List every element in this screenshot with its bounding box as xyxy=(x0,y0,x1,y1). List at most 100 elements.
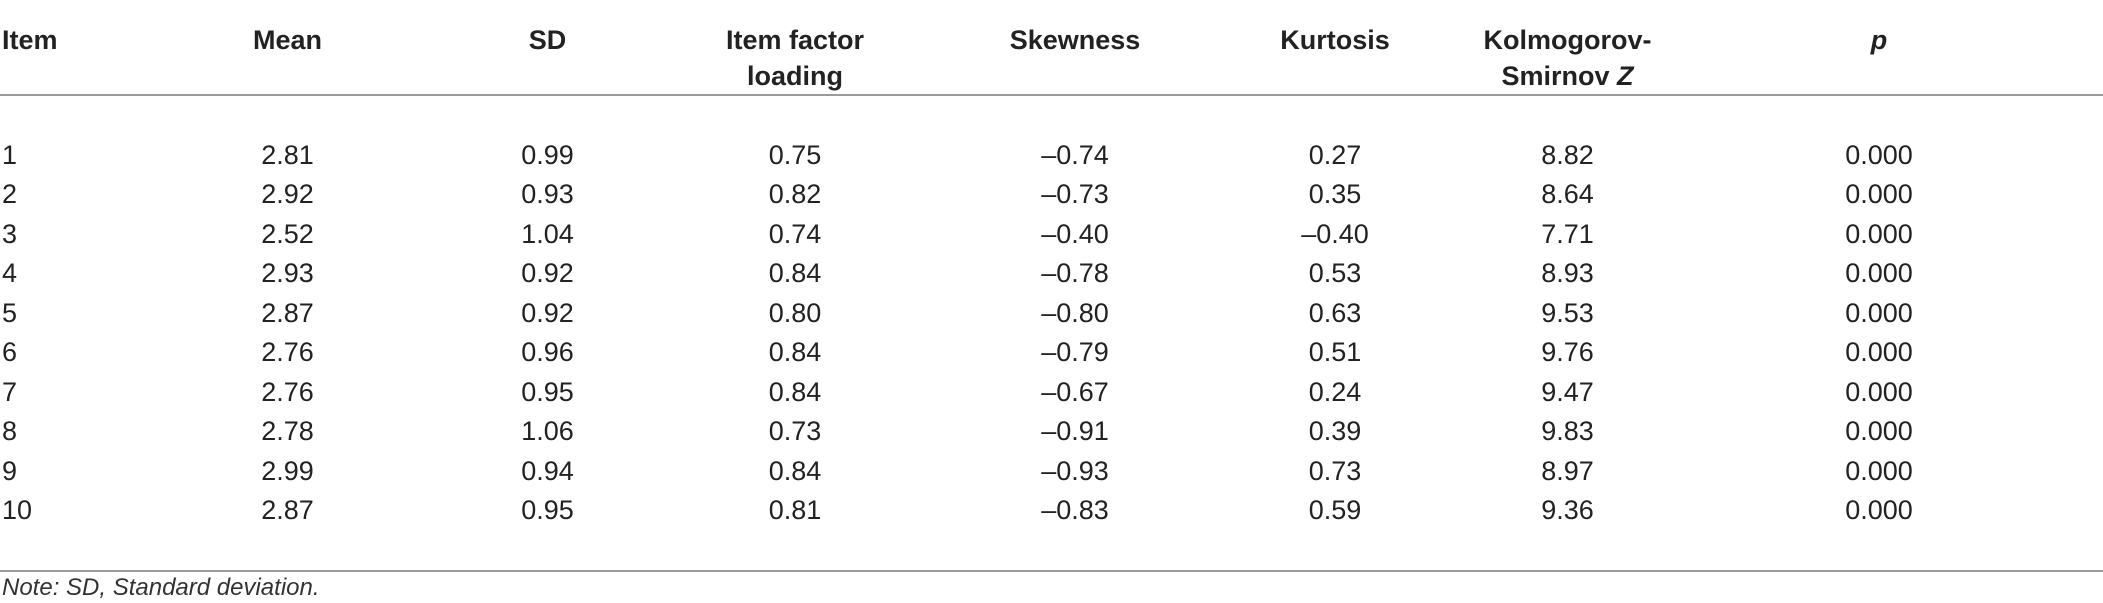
spacer-row xyxy=(0,95,2103,136)
spacer-row xyxy=(0,531,2103,572)
table-row: 9 2.99 0.94 0.84 –0.93 0.73 8.97 0.000 xyxy=(0,452,2103,492)
table-row: 4 2.93 0.92 0.84 –0.78 0.53 8.93 0.000 xyxy=(0,254,2103,294)
cell-mean: 2.99 xyxy=(261,455,314,486)
table-row: 6 2.76 0.96 0.84 –0.79 0.51 9.76 0.000 xyxy=(0,333,2103,373)
table-row: 2 2.92 0.93 0.82 –0.73 0.35 8.64 0.000 xyxy=(0,175,2103,215)
table-row: 7 2.76 0.95 0.84 –0.67 0.24 9.47 0.000 xyxy=(0,373,2103,413)
cell-p: 0.000 xyxy=(1845,179,1913,209)
cell-kurtosis: 0.39 xyxy=(1308,416,1362,446)
cell-sd: 0.93 xyxy=(521,179,574,209)
cell-loading: 0.84 xyxy=(768,455,822,486)
cell-kurtosis: 0.24 xyxy=(1308,376,1362,407)
cell-kurtosis: 0.27 xyxy=(1308,139,1362,170)
cell-loading: 0.75 xyxy=(768,139,822,170)
cell-loading: 0.81 xyxy=(768,495,822,525)
cell-skewness: –0.40 xyxy=(1041,218,1109,249)
cell-p: 0.000 xyxy=(1845,337,1913,367)
cell-ks: 9.76 xyxy=(1541,337,1594,367)
cell-skewness: –0.67 xyxy=(1041,376,1109,407)
table-row: 1 2.81 0.99 0.75 –0.74 0.27 8.82 0.000 xyxy=(0,136,2103,176)
header-ks-line1: Kolmogorov- xyxy=(1483,25,1652,55)
cell-p: 0.000 xyxy=(1845,416,1913,446)
cell-loading: 0.73 xyxy=(768,416,822,446)
table-row: 10 2.87 0.95 0.81 –0.83 0.59 9.36 0.000 xyxy=(0,491,2103,531)
cell-skewness: –0.93 xyxy=(1041,455,1109,486)
cell-loading: 0.82 xyxy=(768,179,822,209)
cell-ks: 7.71 xyxy=(1541,218,1594,249)
header-ks-line2: Smirnov xyxy=(1501,61,1618,91)
cell-skewness: –0.80 xyxy=(1041,297,1109,328)
header-item-factor-loading: Item factor loading xyxy=(630,0,960,96)
table-body: 1 2.81 0.99 0.75 –0.74 0.27 8.82 0.000 2 2.92 0.93… xyxy=(0,95,2103,571)
cell-p: 0.000 xyxy=(1845,297,1913,328)
table-row: 3 2.52 1.04 0.74 –0.40 –0.40 7.71 0.000 xyxy=(0,215,2103,255)
cell-loading: 0.80 xyxy=(768,297,822,328)
cell-sd: 1.06 xyxy=(521,416,574,446)
cell-kurtosis: 0.53 xyxy=(1308,258,1362,288)
header-loading-line2: loading xyxy=(747,61,843,91)
cell-kurtosis: 0.73 xyxy=(1308,455,1362,486)
cell-mean: 2.76 xyxy=(261,376,314,407)
cell-skewness: –0.73 xyxy=(1041,179,1109,209)
cell-mean: 2.78 xyxy=(261,416,314,446)
cell-ks: 8.82 xyxy=(1541,139,1594,170)
cell-ks: 8.64 xyxy=(1541,179,1594,209)
cell-item: 7 xyxy=(2,376,18,407)
cell-p: 0.000 xyxy=(1845,218,1913,249)
cell-item: 2 xyxy=(2,179,18,209)
cell-loading: 0.84 xyxy=(768,258,822,288)
cell-item: 6 xyxy=(2,337,18,367)
cell-mean: 2.93 xyxy=(261,258,314,288)
cell-skewness: –0.74 xyxy=(1041,139,1109,170)
cell-item: 1 xyxy=(2,139,18,170)
cell-sd: 0.92 xyxy=(521,297,574,328)
cell-sd: 1.04 xyxy=(521,218,574,249)
cell-skewness: –0.91 xyxy=(1041,416,1109,446)
cell-sd: 0.99 xyxy=(521,139,574,170)
cell-loading: 0.74 xyxy=(768,218,822,249)
cell-kurtosis: 0.35 xyxy=(1308,179,1362,209)
cell-kurtosis: –0.40 xyxy=(1301,218,1369,249)
cell-skewness: –0.83 xyxy=(1041,495,1109,525)
cell-kurtosis: 0.51 xyxy=(1308,337,1362,367)
cell-mean: 2.92 xyxy=(261,179,314,209)
cell-mean: 2.81 xyxy=(261,139,314,170)
header-kurtosis: Kurtosis xyxy=(1190,0,1480,96)
cell-ks: 9.36 xyxy=(1541,495,1594,525)
cell-item: 9 xyxy=(2,455,18,486)
header-item: Item xyxy=(0,0,110,96)
cell-skewness: –0.78 xyxy=(1041,258,1109,288)
cell-mean: 2.87 xyxy=(261,495,314,525)
cell-mean: 2.87 xyxy=(261,297,314,328)
cell-item: 5 xyxy=(2,297,18,328)
cell-p: 0.000 xyxy=(1845,376,1913,407)
cell-p: 0.000 xyxy=(1845,258,1913,288)
item-statistics-table: Item Mean SD Item factor loading Skewnes… xyxy=(0,0,2103,571)
header-ks-z: Z xyxy=(1617,61,1634,91)
cell-loading: 0.84 xyxy=(768,376,822,407)
cell-p: 0.000 xyxy=(1845,139,1913,170)
header-row: Item Mean SD Item factor loading Skewnes… xyxy=(0,0,2103,96)
header-kolmogorov-smirnov-z: Kolmogorov- Smirnov Z xyxy=(1480,0,1655,96)
cell-ks: 9.83 xyxy=(1541,416,1594,446)
cell-kurtosis: 0.59 xyxy=(1308,495,1362,525)
table-row: 5 2.87 0.92 0.80 –0.80 0.63 9.53 0.000 xyxy=(0,294,2103,334)
cell-mean: 2.76 xyxy=(261,337,314,367)
cell-sd: 0.95 xyxy=(521,495,574,525)
table-note: Note: SD, Standard deviation. xyxy=(2,574,320,601)
header-skewness: Skewness xyxy=(960,0,1190,96)
cell-kurtosis: 0.63 xyxy=(1308,297,1362,328)
cell-sd: 0.96 xyxy=(521,337,574,367)
cell-item: 4 xyxy=(2,258,18,288)
cell-ks: 8.93 xyxy=(1541,258,1594,288)
cell-sd: 0.94 xyxy=(521,455,574,486)
table-row: 8 2.78 1.06 0.73 –0.91 0.39 9.83 0.000 xyxy=(0,412,2103,452)
cell-item: 10 xyxy=(2,495,33,525)
cell-p: 0.000 xyxy=(1845,495,1913,525)
cell-ks: 9.47 xyxy=(1541,376,1594,407)
cell-p: 0.000 xyxy=(1845,455,1913,486)
cell-item: 3 xyxy=(2,218,18,249)
cell-skewness: –0.79 xyxy=(1041,337,1109,367)
cell-sd: 0.92 xyxy=(521,258,574,288)
header-p: p xyxy=(1655,0,2103,96)
